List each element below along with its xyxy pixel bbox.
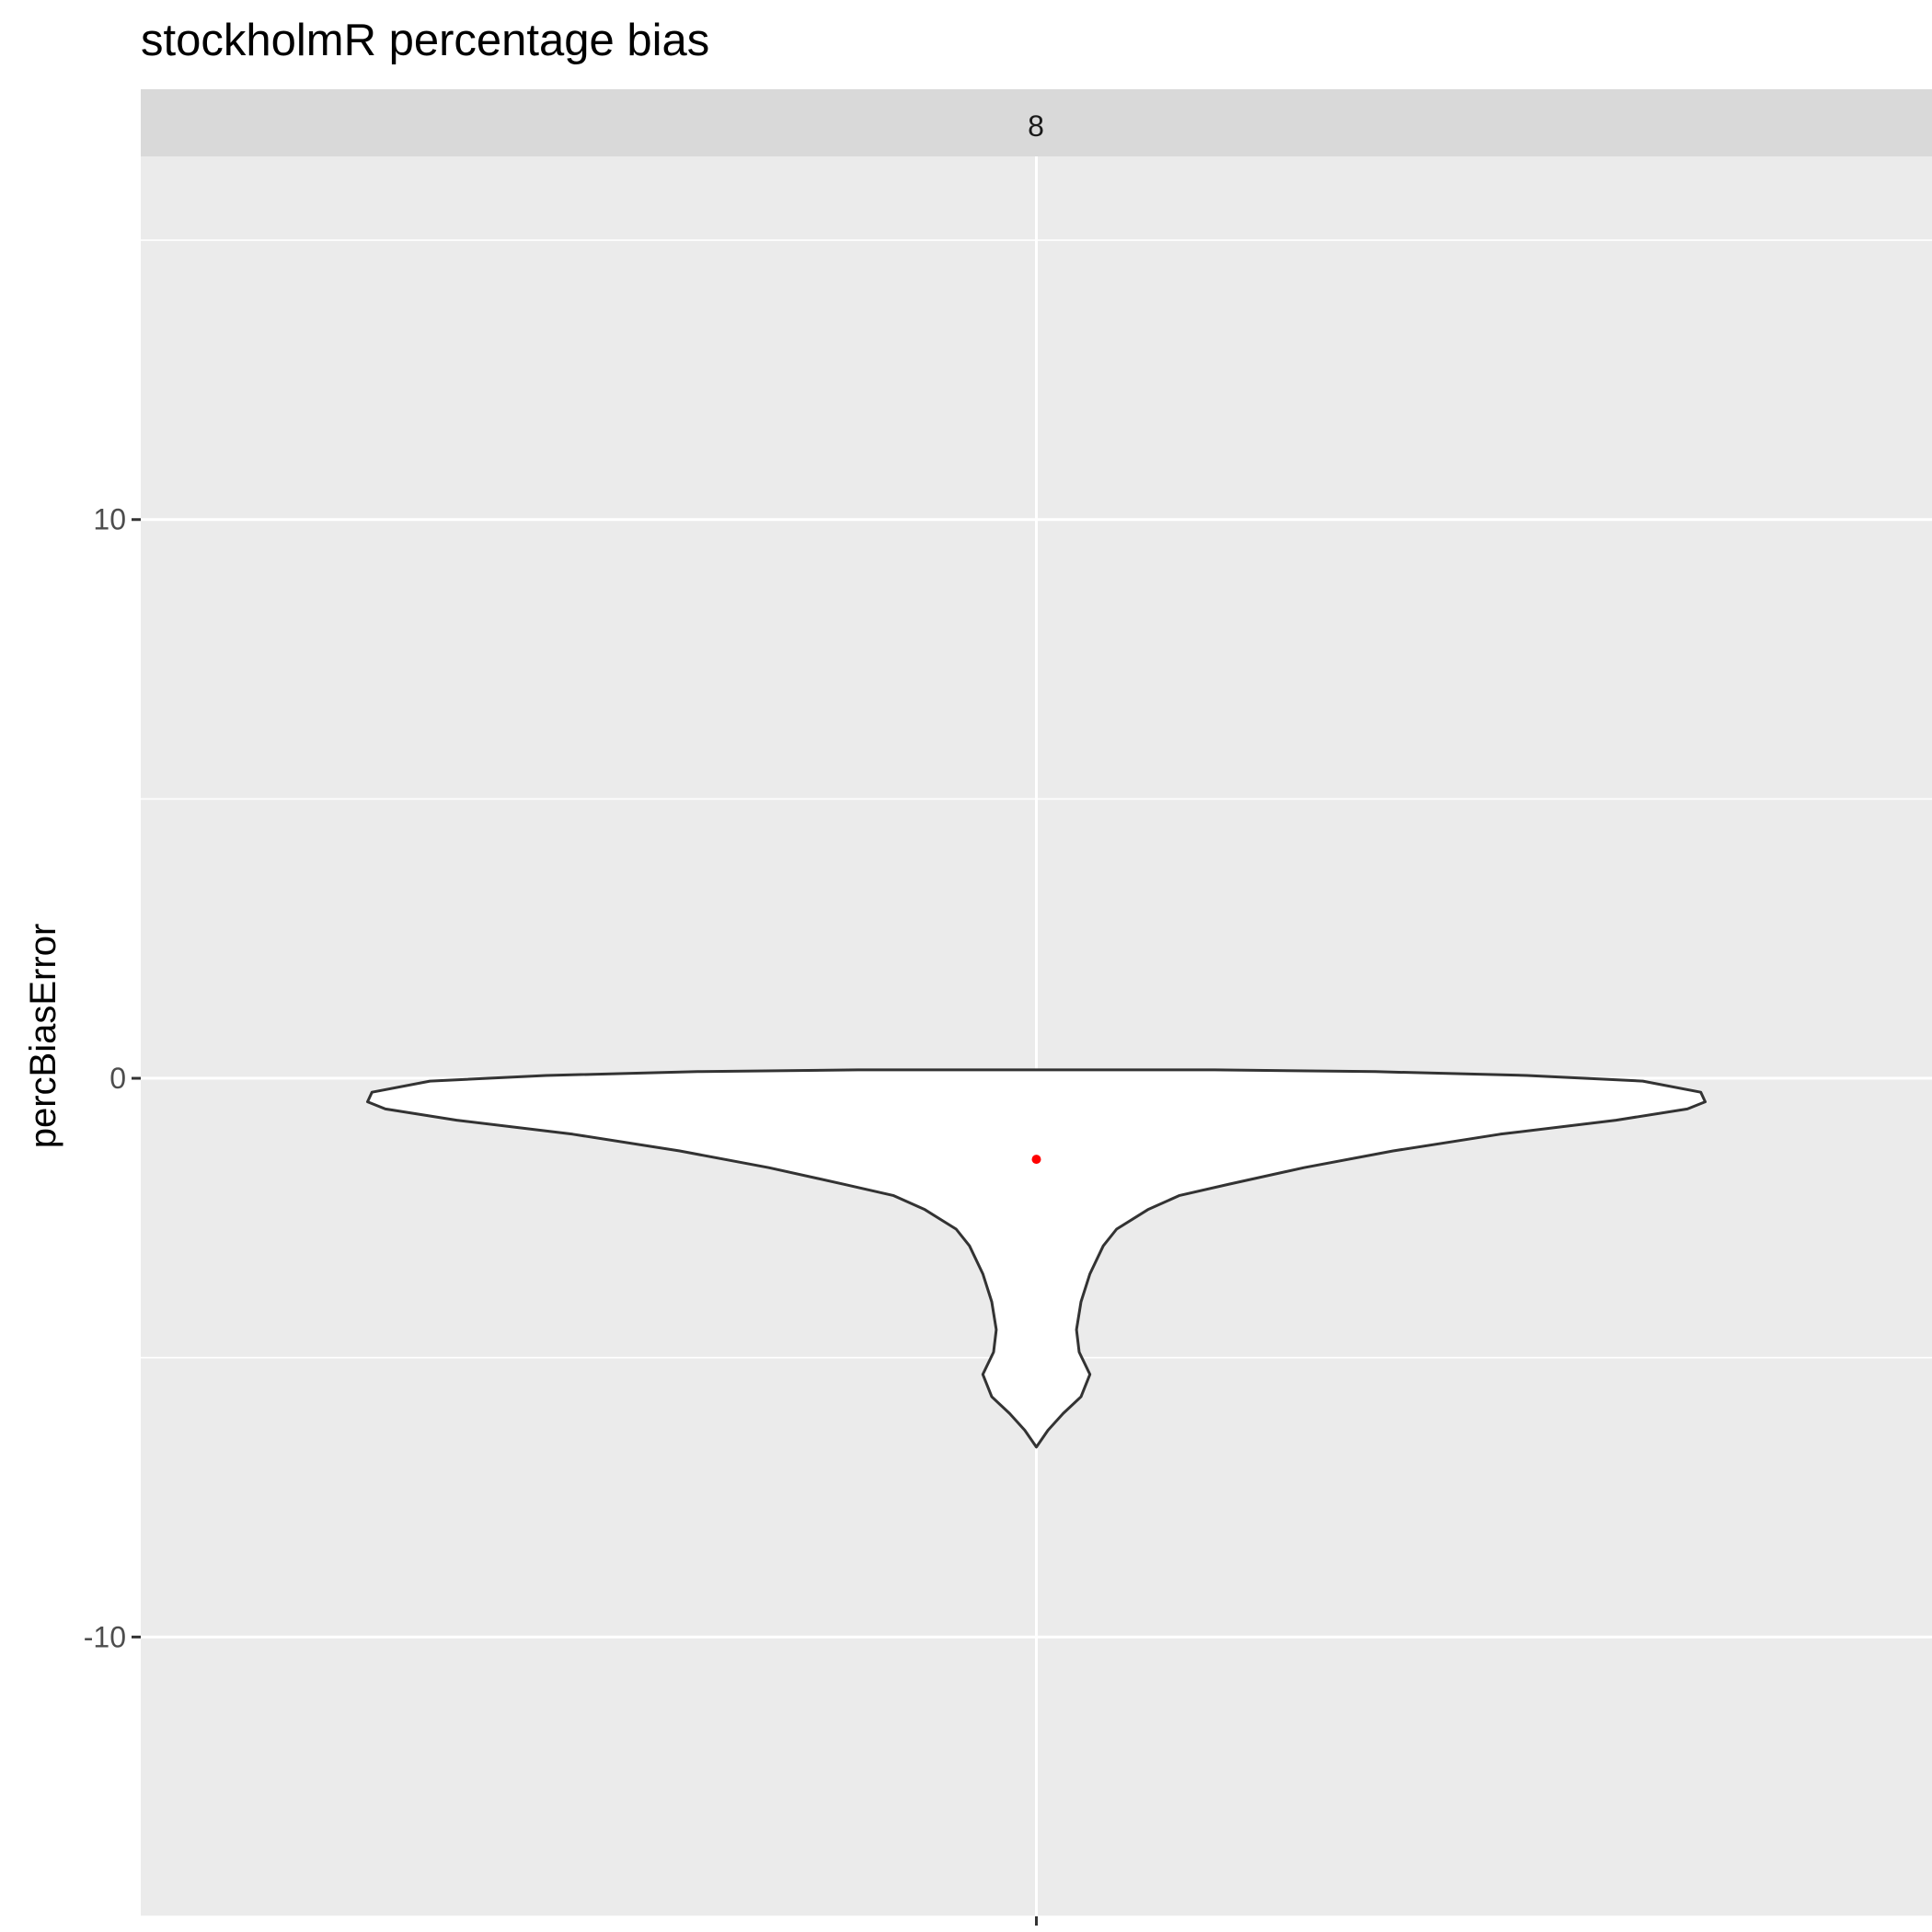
y-tick-label: -10 bbox=[84, 1620, 126, 1653]
strip-background bbox=[141, 89, 1932, 156]
violin-layer bbox=[366, 1068, 1707, 1449]
chart-title: stockholmR percentage bias bbox=[141, 16, 709, 65]
y-tick-label: 10 bbox=[93, 503, 126, 536]
grid-lines bbox=[141, 156, 1932, 1917]
y-axis: -10 0 10 bbox=[84, 503, 141, 1653]
y-tick-label: 0 bbox=[109, 1062, 126, 1095]
mean-point bbox=[1031, 1155, 1041, 1165]
facet-strip-label: 8 bbox=[1028, 109, 1044, 143]
violin-shape bbox=[366, 1068, 1707, 1449]
y-axis-title: percBiasError bbox=[23, 924, 63, 1149]
